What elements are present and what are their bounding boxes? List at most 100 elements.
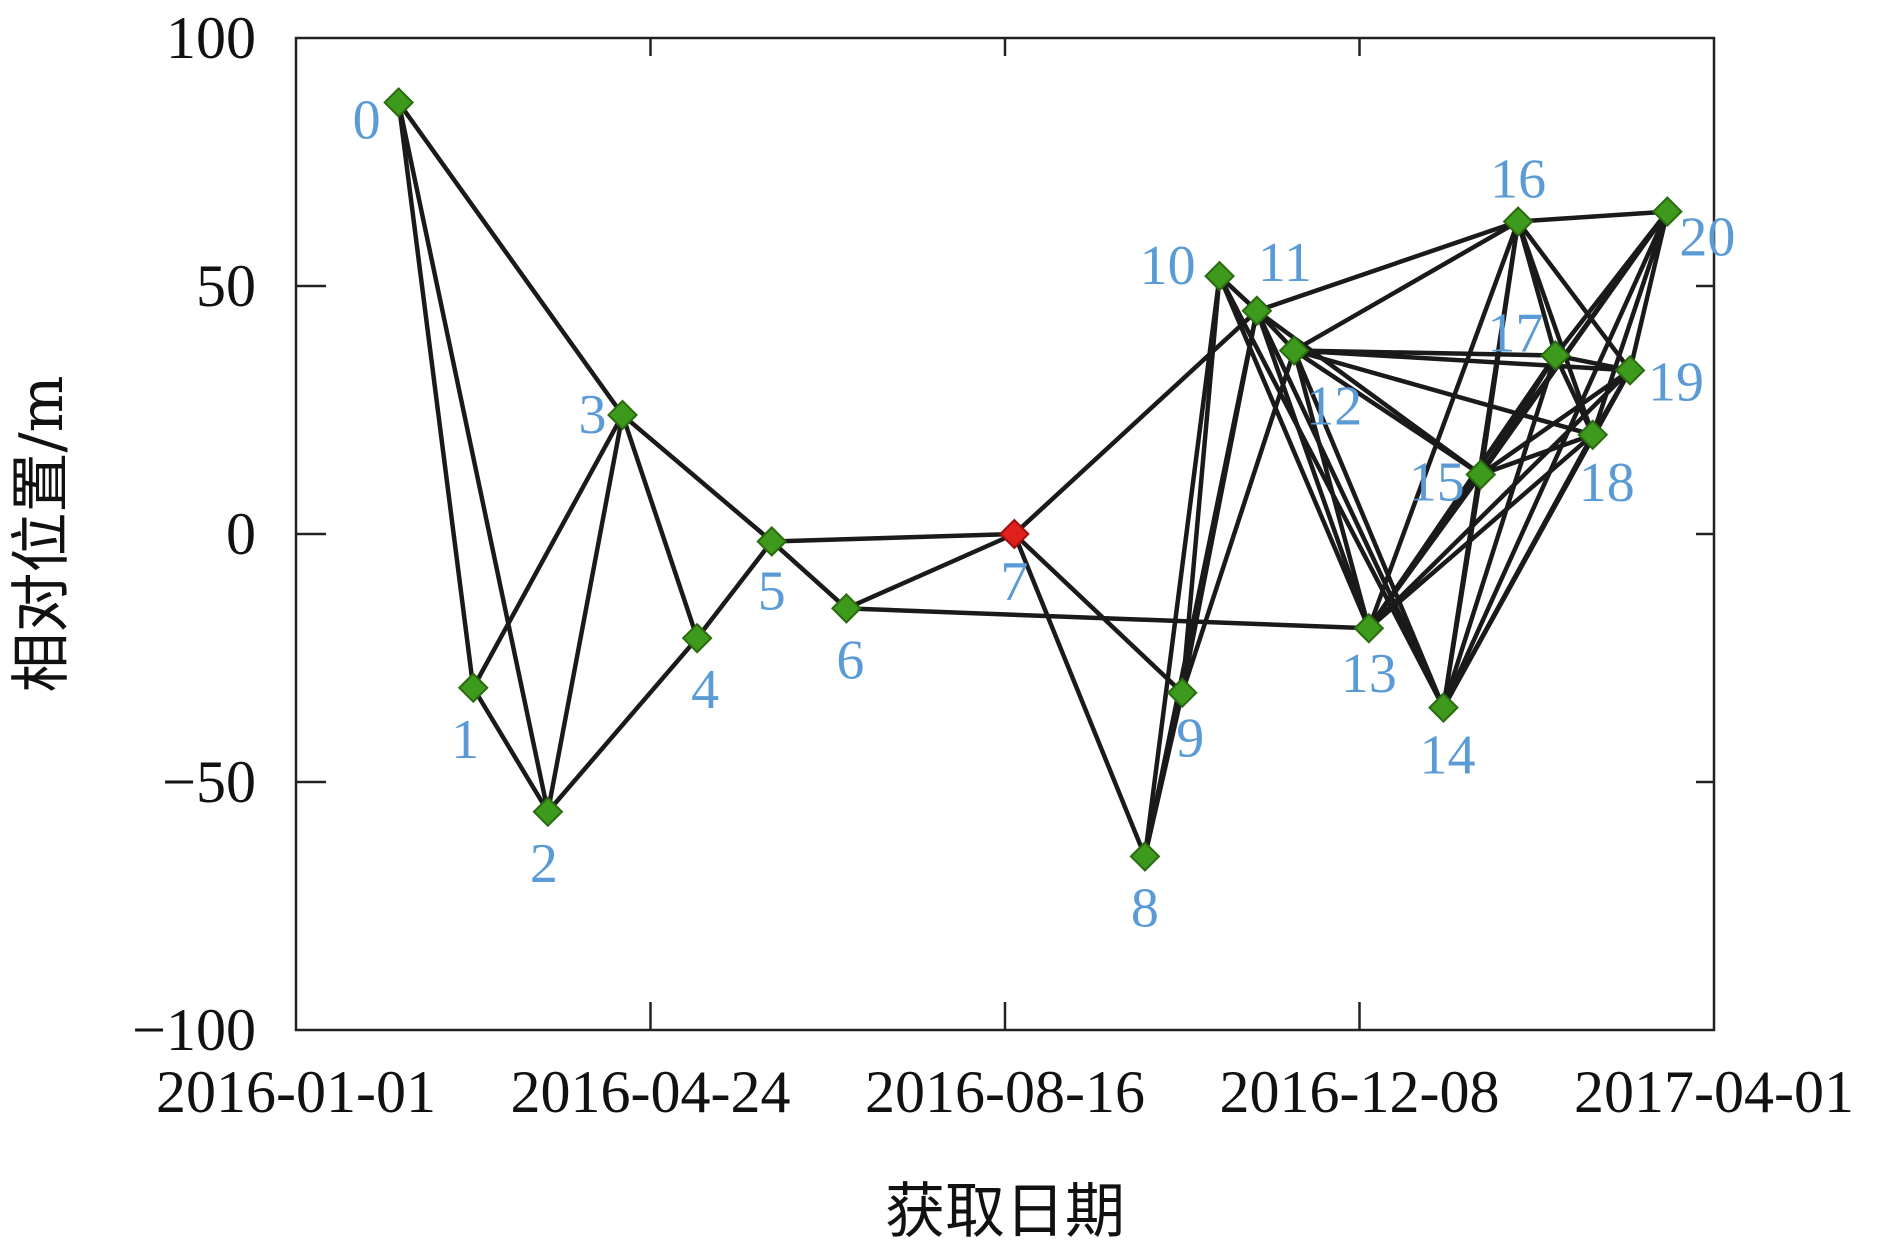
- point-label-13: 13: [1341, 643, 1397, 705]
- y-tick-label: 0: [226, 501, 256, 567]
- axis-ticks: 2016-01-01 2016-04-24 2016-08-16 2016-12-08…: [132, 5, 1854, 1125]
- baseline-edge-5-7: [769, 531, 1017, 544]
- baseline-edge-13-16: [1366, 219, 1521, 631]
- point-label-17: 17: [1487, 302, 1543, 364]
- acquisition-point-17: [1539, 340, 1571, 371]
- point-label-9: 9: [1176, 708, 1204, 770]
- baseline-edge-17-20: [1553, 209, 1670, 358]
- point-label-4: 4: [691, 659, 719, 721]
- baseline-edge-19-20: [1627, 209, 1670, 373]
- baseline-edge-1-2: [471, 685, 551, 815]
- point-label-18: 18: [1579, 452, 1635, 514]
- acquisition-points: [383, 87, 1683, 872]
- acquisition-point-11: [1241, 295, 1273, 327]
- baseline-edge-18-20: [1590, 209, 1670, 438]
- point-label-14: 14: [1419, 725, 1475, 787]
- baseline-edge-2-3: [545, 412, 625, 815]
- baseline-edge-8-10: [1142, 273, 1222, 859]
- baseline-edge-12-13: [1291, 348, 1372, 631]
- baseline-edge-15-16: [1478, 219, 1521, 477]
- acquisition-point-18: [1577, 419, 1609, 451]
- baseline-edge-14-17: [1441, 353, 1558, 710]
- acquisition-point-16: [1502, 206, 1534, 237]
- point-label-2: 2: [530, 833, 558, 895]
- point-label-12: 12: [1306, 375, 1362, 437]
- point-label-19: 19: [1648, 351, 1704, 413]
- baseline-edge-12-19: [1291, 348, 1633, 373]
- acquisition-point-19: [1614, 354, 1646, 386]
- acquisition-point-3: [607, 399, 638, 431]
- point-label-10: 10: [1140, 235, 1196, 297]
- baseline-edge-15-20: [1478, 209, 1670, 477]
- x-tick-label: 2016-12-08: [1220, 1059, 1500, 1125]
- y-tick-label: 50: [196, 253, 256, 319]
- x-tick-label: 2016-08-16: [865, 1059, 1145, 1125]
- baseline-edge-3-4: [620, 412, 700, 641]
- point-label-20: 20: [1679, 207, 1735, 269]
- acquisition-point-20: [1651, 196, 1683, 228]
- baseline-edges: [396, 100, 1670, 859]
- reference-point-7: [998, 518, 1030, 550]
- baseline-edge-2-4: [545, 635, 700, 815]
- x-tick-label: 2017-04-01: [1574, 1059, 1854, 1125]
- point-label-16: 16: [1490, 149, 1546, 211]
- point-label-8: 8: [1131, 877, 1159, 939]
- acquisition-point-8: [1129, 840, 1161, 872]
- baseline-edge-10-13: [1217, 273, 1372, 631]
- acquisition-point-4: [681, 622, 713, 654]
- acquisition-point-15: [1465, 459, 1497, 490]
- baseline-edge-12-18: [1291, 348, 1595, 438]
- baseline-edge-12-16: [1291, 219, 1521, 353]
- point-label-6: 6: [836, 629, 864, 691]
- point-label-7: 7: [1000, 551, 1028, 613]
- baseline-edge-7-9: [1012, 531, 1185, 695]
- point-label-11: 11: [1258, 232, 1312, 294]
- baseline-edge-0-3: [396, 100, 625, 418]
- x-axis-title: 获取日期: [885, 1177, 1125, 1243]
- acquisition-point-0: [383, 87, 415, 118]
- baseline-edge-15-18: [1478, 432, 1595, 477]
- x-tick-label: 2016-01-01: [156, 1059, 436, 1125]
- acquisition-point-13: [1353, 612, 1385, 644]
- acquisition-point-14: [1428, 692, 1459, 724]
- baseline-edge-6-13: [844, 606, 1372, 631]
- baseline-edge-12-15: [1291, 348, 1484, 477]
- baseline-edge-7-8: [1012, 531, 1148, 859]
- acquisition-point-2: [532, 796, 564, 828]
- baseline-edge-5-6: [769, 539, 849, 611]
- baseline-edge-11-16: [1254, 219, 1521, 314]
- baseline-edge-0-2: [396, 100, 551, 815]
- baseline-edge-6-7: [844, 531, 1017, 611]
- acquisition-point-1: [457, 672, 489, 704]
- y-tick-label: 100: [166, 5, 256, 71]
- baseline-edge-0-1: [396, 100, 476, 691]
- y-tick-label: −100: [132, 997, 256, 1063]
- acquisition-point-5: [756, 526, 788, 557]
- y-tick-label: −50: [162, 749, 256, 815]
- acquisition-point-9: [1166, 677, 1198, 709]
- baseline-edge-9-10: [1180, 273, 1222, 695]
- point-label-1: 1: [451, 709, 479, 771]
- baseline-edge-11-14: [1254, 308, 1446, 710]
- baseline-edge-16-18: [1515, 219, 1595, 438]
- baseline-edge-7-11: [1012, 308, 1260, 537]
- y-axis-title: 相对位置/m: [7, 375, 77, 692]
- point-label-3: 3: [579, 384, 607, 446]
- baseline-edge-14-20: [1441, 209, 1670, 710]
- point-label-15: 15: [1409, 451, 1465, 513]
- acquisition-point-6: [830, 592, 862, 624]
- baseline-edge-15-19: [1478, 368, 1633, 477]
- baseline-edge-16-20: [1515, 209, 1670, 224]
- acquisition-point-10: [1204, 260, 1235, 292]
- baseline-edge-13-18: [1366, 432, 1595, 631]
- point-label-5: 5: [758, 560, 786, 622]
- baseline-edge-18-19: [1590, 368, 1633, 438]
- baseline-edge-11-13: [1254, 308, 1372, 631]
- baseline-edge-9-11: [1180, 308, 1260, 695]
- acquisition-point-12: [1278, 335, 1310, 366]
- baseline-edge-1-3: [471, 412, 625, 691]
- baseline-edge-17-18: [1553, 353, 1595, 438]
- baseline-edge-3-5: [620, 412, 775, 544]
